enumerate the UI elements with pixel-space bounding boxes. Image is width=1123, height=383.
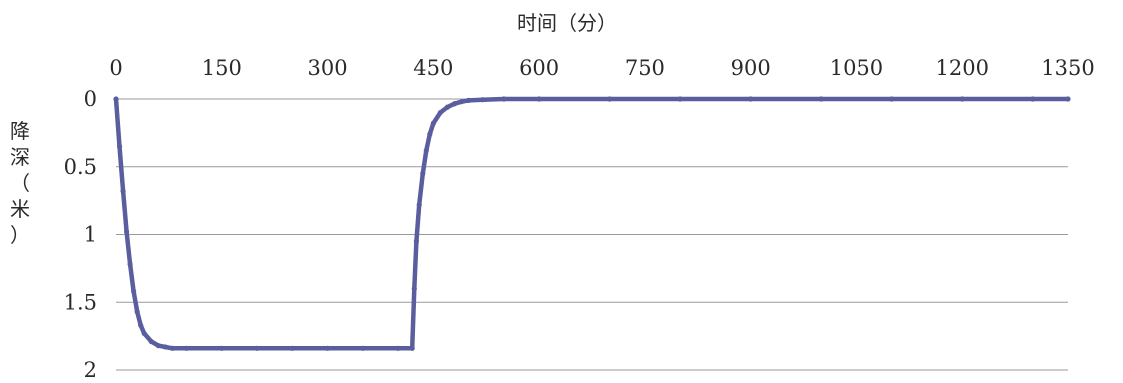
series-line	[113, 96, 1071, 351]
data-point	[501, 96, 507, 102]
y-tick-label: 2	[84, 358, 97, 382]
x-axis-title: 时间（分）	[517, 11, 617, 35]
data-point	[138, 322, 144, 328]
series-layer	[113, 96, 1071, 351]
x-tick-label: 1050	[830, 56, 883, 80]
x-tick-label: 0	[109, 56, 122, 80]
data-point	[360, 345, 366, 351]
data-point	[451, 101, 458, 107]
data-point	[116, 143, 123, 150]
x-tick-label: 750	[625, 56, 665, 80]
y-tick-labels: 0 0.5 1 1.5 2	[64, 87, 97, 382]
data-point	[420, 170, 426, 177]
data-point	[423, 147, 429, 154]
data-point	[148, 338, 154, 345]
data-point	[677, 96, 683, 102]
data-point	[536, 96, 542, 102]
data-point	[409, 345, 415, 351]
x-tick-label: 150	[202, 56, 242, 80]
data-point	[254, 345, 260, 351]
data-point	[818, 96, 824, 102]
data-point	[411, 286, 417, 292]
data-point	[444, 104, 451, 110]
y-tick-label: 0.5	[64, 155, 97, 179]
data-point	[155, 343, 161, 349]
data-point	[183, 345, 190, 351]
data-point	[113, 96, 119, 102]
x-tick-label: 900	[731, 56, 771, 80]
data-point	[430, 120, 436, 126]
data-point	[134, 309, 140, 315]
data-point	[169, 345, 176, 351]
data-point	[127, 261, 133, 267]
data-point	[748, 96, 754, 102]
y-tick-label: 1	[84, 223, 97, 247]
data-point	[395, 345, 401, 351]
data-point	[131, 288, 137, 295]
data-point	[458, 99, 465, 105]
data-point	[162, 344, 168, 350]
x-tick-label: 1350	[1041, 56, 1094, 80]
data-point	[437, 109, 443, 116]
data-point	[480, 97, 486, 103]
data-point	[889, 96, 895, 102]
y-axis-title: 降深（米）	[10, 119, 30, 247]
data-point	[465, 97, 472, 103]
gridlines	[116, 98, 1068, 371]
x-tick-label: 1200	[935, 56, 988, 80]
x-tick-label: 600	[519, 56, 559, 80]
data-point	[120, 188, 126, 194]
data-point	[607, 96, 613, 102]
data-point	[427, 131, 433, 137]
data-point	[141, 330, 147, 337]
data-point	[413, 238, 420, 244]
data-point	[123, 229, 130, 235]
data-point	[416, 202, 422, 208]
x-tick-label: 450	[413, 56, 453, 80]
data-point	[1065, 96, 1071, 102]
data-point	[324, 345, 331, 351]
y-tick-label: 0	[84, 87, 97, 111]
x-tick-label: 300	[308, 56, 348, 80]
y-tick-label: 1.5	[64, 290, 97, 314]
data-point	[959, 96, 965, 102]
data-point	[1030, 96, 1036, 102]
data-point	[289, 345, 295, 351]
data-point	[219, 345, 225, 351]
x-tick-labels: 0 150 300 450 600 750 900 1050 1200 1350	[109, 56, 1094, 80]
